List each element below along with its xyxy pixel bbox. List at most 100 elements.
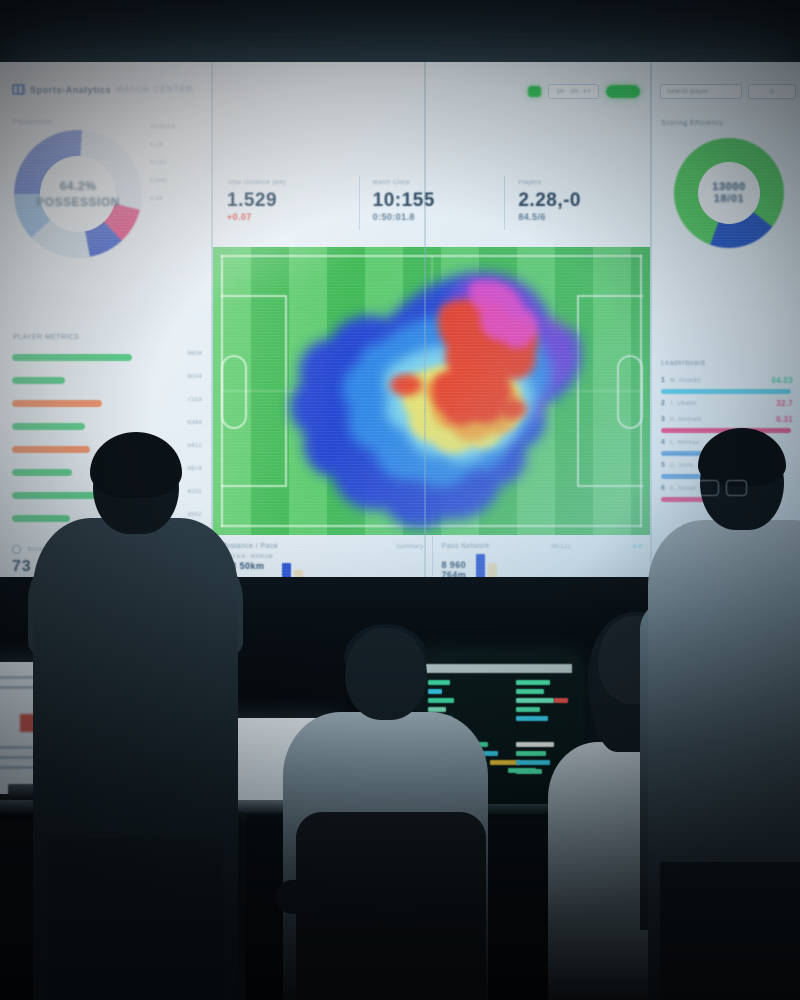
leaderboard-label: Leaderboard	[661, 360, 706, 367]
leaderboard-list: 1 M. Alvarez 64.03 2 T. Okafor 32.7 3 R. Bennet…	[661, 374, 793, 505]
metric-bar-value: 4874	[187, 466, 202, 472]
metric-bar-value: 4201	[187, 489, 202, 495]
bottom-card-1[interactable]: Pass Network 98/122 4.8 8 960 764m	[431, 536, 651, 577]
wall-display[interactable]: Sports-Analytics MATCH CENTER Possession…	[0, 62, 800, 577]
metric-bar-row[interactable]: 8034	[12, 373, 202, 396]
metric-bar-fill	[12, 492, 107, 499]
bottom-card-stat: AVG 5.6 - 400Kcal 9/3 50km	[223, 554, 272, 577]
leaderboard-bar	[661, 389, 791, 394]
bottom-card-minibars	[476, 554, 498, 577]
leaderboard-row[interactable]: 4 L. Moreau	[661, 436, 793, 456]
clock-icon	[12, 545, 21, 554]
minibar-0	[476, 554, 486, 577]
kpi-caption: Players	[518, 180, 542, 186]
metric-bar-value: 7153	[187, 397, 202, 403]
workload-kpi: Workload 87 73 / 60 MINUTES	[12, 545, 68, 577]
filter-select[interactable]: S	[748, 84, 796, 99]
bottom-card-0[interactable]: Distance / Pace Summary AVG 5.6 - 400Kcal 9…	[213, 538, 432, 577]
leaderboard-value: 6.31	[776, 415, 793, 424]
right-donut-center: 13000 18/01	[698, 162, 760, 224]
metric-bar-fill	[12, 354, 132, 361]
metric-bar-fill	[12, 423, 85, 430]
period-segmented-control[interactable]: 1H 2H FT	[548, 84, 599, 99]
metric-bar-fill	[12, 377, 65, 384]
panel-center: 1H 2H FT Total Distance (km) 1.529 +0.07 Matc…	[213, 62, 650, 577]
donut-legend-item-4: 5.48	[150, 196, 163, 202]
bottom-card-right-label: Summary	[395, 543, 424, 550]
period-option-0[interactable]: 1H	[556, 88, 564, 95]
leaderboard-bar	[661, 474, 758, 479]
kpi-value: 1.529	[227, 190, 278, 211]
live-toggle-button[interactable]	[606, 85, 640, 98]
brand-tag: MATCH CENTER	[116, 85, 194, 94]
panel-divider-2	[424, 62, 426, 577]
kpi-value: 2.28,-0	[518, 190, 581, 211]
pitch-heatmap[interactable]	[213, 247, 650, 535]
player-metrics-label: PLAYER METRICS	[13, 334, 80, 341]
kpi-caption: Total Distance (km)	[227, 180, 286, 186]
workload-badge: 87	[60, 546, 68, 553]
search-input[interactable]: Search player	[660, 84, 742, 99]
leaderboard-name: M. Alvarez	[669, 377, 701, 384]
leaderboard-rank: 1	[661, 377, 665, 384]
possession-donut-chart[interactable]: 64.2% POSSESSION	[14, 130, 142, 258]
metric-bar-fill	[12, 469, 72, 476]
leaderboard-name: K. Novak	[669, 485, 697, 492]
period-option-2[interactable]: FT	[583, 88, 591, 95]
donut-center: 64.2% POSSESSION	[36, 156, 119, 232]
brand-logo-icon	[12, 84, 25, 95]
metric-bar-row[interactable]: 4874	[12, 465, 202, 488]
metric-bar-row[interactable]: 7153	[12, 396, 202, 419]
kpi-delta: 84.5/6	[518, 212, 546, 222]
panel-left: Sports-Analytics MATCH CENTER Possession…	[0, 62, 211, 577]
right-donut-value: 13000	[712, 181, 746, 193]
kpi-cell-0: Total Distance (km) 1.529 +0.07	[213, 180, 359, 238]
player-metrics-bar-list: 9804 8034 7153 6344 5412 4874 4201 3502	[12, 350, 202, 534]
metric-bar-row[interactable]: 4201	[12, 488, 202, 511]
leaderboard-value: 32.7	[776, 399, 793, 408]
bottom-card-title: Distance / Pace	[223, 543, 279, 550]
scoring-efficiency-label: Scoring Efficiency	[661, 120, 724, 127]
donut-legend-item-3: Count	[150, 178, 168, 184]
period-option-1[interactable]: 2H	[569, 88, 578, 95]
metric-bar-fill	[12, 446, 90, 453]
metric-bar-fill	[12, 400, 102, 407]
brand-name: Sports-Analytics	[30, 84, 112, 95]
bottom-card-tag	[223, 576, 237, 577]
metric-bar-value: 9804	[187, 351, 202, 357]
leaderboard-rank: 2	[661, 400, 665, 407]
right-controls: Search player S	[660, 84, 796, 99]
kpi-value: 10:155	[372, 190, 435, 211]
minibar-0	[282, 563, 292, 577]
donut-center-sub: POSSESSION	[36, 195, 120, 209]
metric-bar-row[interactable]: 3502	[12, 511, 202, 534]
bottom-card-stat: 8 960 764m	[442, 560, 467, 577]
leaderboard-row[interactable]: 2 T. Okafor 32.7	[661, 397, 793, 410]
leaderboard-row[interactable]: 1 M. Alvarez 64.03	[661, 374, 793, 394]
metric-bar-row[interactable]: 5412	[12, 442, 202, 465]
leaderboard-row[interactable]: 3 R. Bennett 6.31	[661, 413, 793, 433]
kpi-cell-2: Players 2.28,-0 84.5/6	[504, 176, 650, 238]
leaderboard-name: T. Okafor	[669, 400, 697, 407]
bottom-card-stat-caption: AVG 5.6 - 400Kcal	[223, 554, 273, 560]
leaderboard-rank: 6	[661, 485, 665, 492]
scoring-efficiency-donut[interactable]: 13000 18/01	[674, 138, 784, 248]
leaderboard-value: 64.03	[771, 376, 793, 385]
leaderboard-row[interactable]: 6 K. Novak	[661, 482, 793, 502]
possession-section-label: Possession	[13, 119, 53, 126]
leaderboard-rank: 5	[661, 462, 665, 469]
minibar-1	[488, 563, 498, 577]
panel-right: Search player S Scoring Efficiency 13000…	[652, 62, 800, 577]
leaderboard-row[interactable]: 5 D. Silva	[661, 459, 793, 479]
metric-bar-row[interactable]: 6344	[12, 419, 202, 442]
donut-legend-item-1: 8.29	[150, 142, 163, 148]
bottom-card-badge: 4.8	[632, 543, 642, 550]
bottom-card-stat-value: 9/3 50km	[223, 561, 265, 571]
donut-legend-item-0: Distance	[150, 124, 176, 130]
leaderboard-rank: 3	[661, 416, 665, 423]
heatmap-overlay	[290, 271, 582, 529]
bottom-card-stat-value: 8 960	[441, 560, 467, 570]
kpi-delta: 0:50:01.8	[372, 212, 415, 222]
metric-bar-row[interactable]: 9804	[12, 350, 202, 373]
